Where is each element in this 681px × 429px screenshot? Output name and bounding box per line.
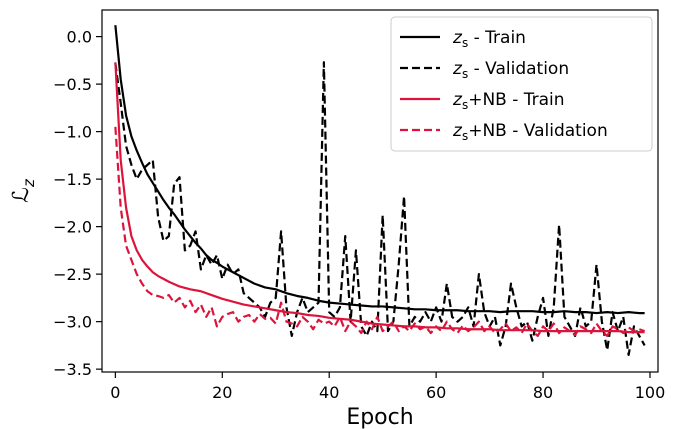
series-line-zs-nb-validation: [114, 126, 645, 337]
series-line-zs-nb-train: [114, 62, 645, 334]
legend-label-zs-nb-validation: zs+NB - Validation: [452, 121, 608, 143]
x-tick-label: 20: [212, 383, 232, 402]
legend: zs - Train zs - Validation zs+NB - Train zs…: [390, 16, 653, 152]
y-tick-label: −2.0: [53, 218, 92, 237]
legend-label-zs-nb-train: zs+NB - Train: [452, 90, 565, 112]
y-tick-label: −0.5: [53, 75, 92, 94]
plot-frame: [101, 9, 659, 373]
legend-label-zs-train: zs - Train: [452, 28, 526, 50]
y-tick-label: 0.0: [67, 28, 92, 47]
x-tick-label: 40: [319, 383, 339, 402]
legend-label-zs-validation: zs - Validation: [452, 59, 569, 81]
series-line-zs-validation: [114, 61, 646, 356]
legend-entries: zs - Train zs - Validation zs+NB - Train zs…: [400, 28, 608, 143]
y-tick-label: −3.5: [53, 360, 92, 379]
y-tick-label: −2.5: [53, 265, 92, 284]
y-tick-label: −3.0: [53, 313, 92, 332]
x-axis-label: Epoch: [346, 405, 413, 429]
legend-box: [390, 16, 653, 152]
y-tick-label: −1.0: [53, 123, 92, 142]
series-layer: [114, 25, 646, 356]
x-tick-label: 100: [635, 383, 666, 402]
y-tick-label: −1.5: [53, 170, 92, 189]
x-tick-label: 60: [426, 383, 446, 402]
ticks-layer: 0 20 40 60 80 100 0.0 −0.5 −1.0 −1.5 −2.0 −2.5 −3.0 −…: [53, 28, 665, 402]
x-tick-label: 80: [533, 383, 553, 402]
x-tick-label: 0: [110, 383, 120, 402]
